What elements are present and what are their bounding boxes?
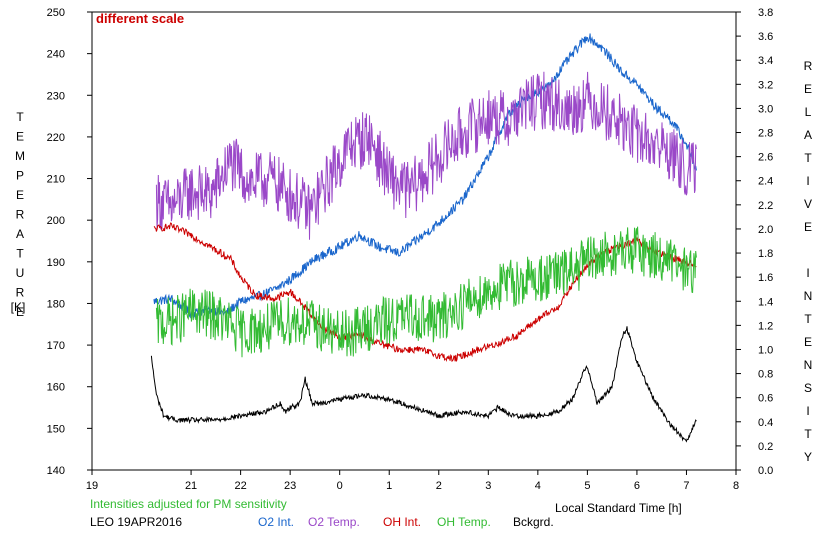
legend-item: OH Int. (383, 515, 421, 529)
y-left-label-letter: R (16, 286, 25, 300)
series-o2-int-line (153, 33, 697, 319)
y-left-label-letter: T (16, 247, 24, 261)
x-tick-label: 0 (337, 480, 343, 492)
y-right-label-letter: E (804, 335, 812, 349)
y-right-tick-label: 3.0 (758, 103, 773, 115)
y-right-tick-label: 3.2 (758, 79, 773, 91)
y-right-label-letter: E (804, 82, 812, 96)
x-tick-label: 19 (86, 480, 98, 492)
y-left-label-letter: M (15, 149, 25, 163)
y-axis-left-ticks: 140 150 160 170 180 190 200 210 220 230 240 250 (47, 7, 92, 477)
y-left-label-letter: E (16, 188, 24, 202)
x-tick-label: 23 (284, 480, 296, 492)
y-right-label-letter: Y (804, 450, 812, 464)
y-right-tick-label: 0.8 (758, 369, 773, 381)
x-tick-label: 3 (485, 480, 491, 492)
x-axis-ticks: 19 21 22 23 0 1 2 3 4 5 6 7 8 (86, 470, 739, 492)
x-axis-label: Local Standard Time [h] (555, 501, 682, 515)
y-right-label-letter: V (804, 197, 812, 211)
y-left-label-letter: U (16, 266, 25, 280)
y-left-tick-label: 180 (47, 298, 65, 310)
y-left-tick-label: 250 (47, 7, 65, 19)
series-oh-temp-line (155, 226, 697, 358)
y-left-label-letter: E (16, 305, 24, 319)
y-right-tick-label: 1.6 (758, 272, 773, 284)
y-left-tick-label: 240 (47, 49, 65, 61)
station-date: LEO 19APR2016 (90, 515, 182, 529)
y-right-tick-label: 2.2 (758, 200, 773, 212)
y-left-tick-label: 150 (47, 423, 65, 435)
y-right-label-letter: I (806, 404, 809, 418)
legend-item: O2 Temp. (308, 515, 360, 529)
x-tick-label: 1 (386, 480, 392, 492)
y-left-tick-label: 160 (47, 382, 65, 394)
legend-item: OH Temp. (437, 515, 491, 529)
y-right-label-letter: A (804, 128, 812, 142)
y-right-tick-label: 0.4 (758, 417, 773, 429)
y-left-label-letter: E (16, 130, 24, 144)
y-right-tick-label: 2.4 (758, 176, 773, 188)
y-right-label-letter: T (804, 427, 812, 441)
y-left-label-letter: A (16, 227, 24, 241)
y-right-tick-label: 3.4 (758, 55, 773, 67)
x-tick-label: 2 (436, 480, 442, 492)
legend: O2 Int. O2 Temp. OH Int. OH Temp. Bckgrd. (258, 515, 554, 529)
scale-note: different scale (96, 11, 184, 26)
x-tick-label: 22 (234, 480, 246, 492)
y-right-tick-label: 0.2 (758, 441, 773, 453)
y-right-tick-label: 1.2 (758, 320, 773, 332)
y-right-tick-label: 1.4 (758, 296, 773, 308)
y-right-tick-label: 2.6 (758, 152, 773, 164)
series-o2-temp-line (155, 71, 697, 240)
y-right-tick-label: 2.0 (758, 224, 773, 236)
y-left-label-letter: T (16, 110, 24, 124)
y-right-label-letter: R (804, 59, 813, 73)
y-right-tick-label: 3.8 (758, 7, 773, 19)
x-tick-label: 8 (733, 480, 739, 492)
y-right-label-letter: N (804, 289, 813, 303)
y-left-label-letter: P (16, 169, 24, 183)
y-left-tick-label: 200 (47, 215, 65, 227)
y-axis-left-unit: [K] (11, 300, 26, 314)
y-right-tick-label: 1.0 (758, 344, 773, 356)
y-left-tick-label: 170 (47, 340, 65, 352)
x-tick-label: 6 (634, 480, 640, 492)
y-left-tick-label: 190 (47, 257, 65, 269)
x-tick-label: 4 (535, 480, 541, 492)
series-bckgrd-line (150, 326, 697, 443)
y-left-label-letter: R (16, 208, 25, 222)
subtitle: Intensities adjusted for PM sensitivity (90, 497, 287, 511)
y-right-label-letter: N (804, 358, 813, 372)
y-right-tick-label: 0.0 (758, 465, 773, 477)
y-right-tick-label: 0.6 (758, 393, 773, 405)
y-left-tick-label: 140 (47, 465, 65, 477)
legend-item: O2 Int. (258, 515, 294, 529)
series-layer (150, 33, 697, 443)
y-left-tick-label: 230 (47, 90, 65, 102)
y-right-label-letter: T (804, 151, 812, 165)
y-right-tick-label: 2.8 (758, 128, 773, 140)
y-axis-right-ticks: 0.0 0.2 0.4 0.6 0.8 1.0 1.2 1.4 1.6 1.8 2.0 2.2 2.4 2… (736, 7, 773, 477)
y-right-label-letter: T (804, 312, 812, 326)
y-left-tick-label: 210 (47, 174, 65, 186)
y-right-label-letter: E (804, 220, 812, 234)
y-right-tick-label: 3.6 (758, 31, 773, 43)
y-right-tick-label: 1.8 (758, 248, 773, 260)
x-tick-label: 5 (584, 480, 590, 492)
y-right-label-letter: I (806, 174, 809, 188)
y-right-label-letter: I (806, 266, 809, 280)
x-tick-label: 7 (683, 480, 689, 492)
y-right-label-letter: L (805, 105, 812, 119)
y-left-tick-label: 220 (47, 132, 65, 144)
x-tick-label: 21 (185, 480, 197, 492)
legend-item: Bckgrd. (513, 515, 554, 529)
y-right-label-letter: S (804, 381, 812, 395)
